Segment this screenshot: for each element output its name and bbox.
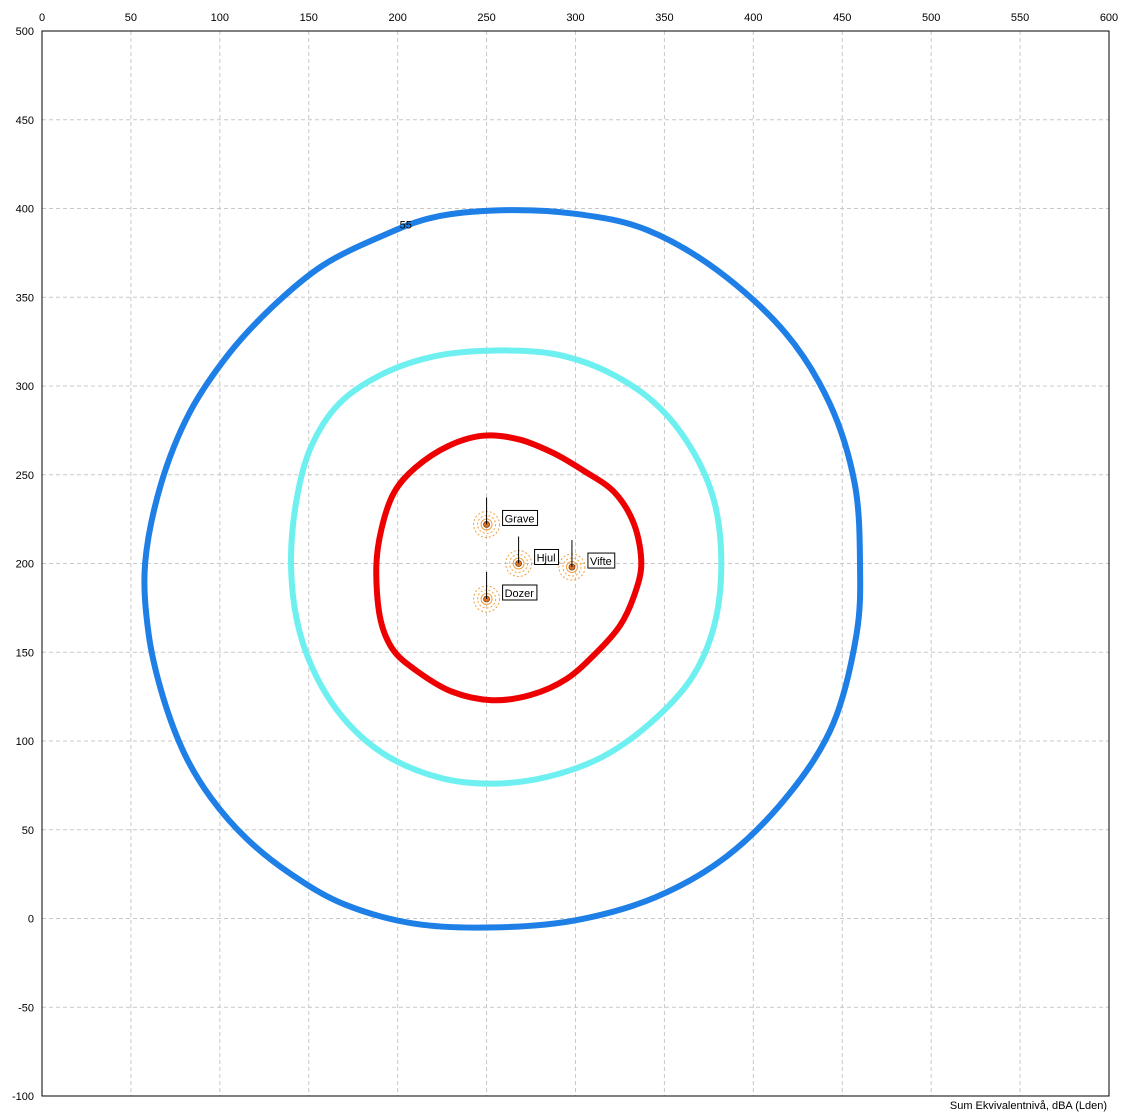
source-layer: Grave Hjul Vifte Dozer — [473, 497, 616, 613]
source-label-box — [502, 584, 538, 601]
noise-contour-line — [287, 347, 725, 787]
x-tick-label: 600 — [1100, 12, 1118, 24]
source-label: Dozer — [505, 588, 535, 600]
y-tick-label: 50 — [22, 825, 34, 837]
source-ring-middle — [509, 554, 529, 573]
x-tick-label: 350 — [655, 12, 673, 24]
source-label-box — [502, 509, 539, 526]
noise-source-marker[interactable]: Grave — [473, 497, 539, 538]
y-tick-label: 300 — [16, 381, 34, 393]
x-tick-label: 150 — [300, 12, 318, 24]
noise-source-marker[interactable]: Hjul — [505, 536, 560, 577]
y-tick-label: 450 — [16, 115, 34, 127]
y-tick-label: 400 — [16, 204, 34, 216]
y-tick-label: 200 — [16, 559, 34, 571]
y-tick-label: -100 — [12, 1091, 34, 1103]
x-tick-label: 50 — [125, 12, 137, 24]
plot-frame — [41, 30, 1110, 1097]
source-ring-middle — [477, 514, 497, 534]
noise-source-marker[interactable]: Vifte — [558, 540, 616, 581]
y-tick-label: 100 — [16, 736, 34, 748]
x-tick-label: 500 — [922, 12, 940, 24]
noise-contour-line — [141, 207, 864, 931]
contour-layer: 55 — [141, 207, 864, 931]
x-tick-label: 200 — [388, 12, 406, 24]
x-tick-label: 250 — [477, 12, 495, 24]
source-label-box — [587, 552, 616, 569]
x-tick-label: 400 — [744, 12, 762, 24]
x-tick-label: 0 — [39, 12, 45, 24]
x-axis-ticks: 0 50 100 150 200 250 300 350 400 450 500 550 600 — [39, 12, 1118, 24]
source-ring-middle — [477, 589, 497, 609]
y-tick-label: 0 — [28, 914, 34, 926]
x-tick-label: 450 — [833, 12, 851, 24]
grid — [42, 31, 1109, 1096]
x-tick-label: 300 — [566, 12, 584, 24]
y-tick-label: 350 — [16, 292, 34, 304]
contour-level-label: 55 — [400, 219, 412, 231]
legend-footer-label: Sum Ekvivalentnivå, dBA (Lden) — [950, 1100, 1107, 1112]
noise-source-marker[interactable]: Dozer — [473, 572, 538, 613]
noise-contour-line — [373, 432, 645, 704]
source-label: Vifte — [590, 556, 612, 568]
source-label: Grave — [505, 513, 535, 525]
y-tick-label: 150 — [16, 647, 34, 659]
x-tick-label: 100 — [211, 12, 229, 24]
source-ring-middle — [562, 557, 582, 577]
source-label: Hjul — [537, 553, 556, 565]
y-tick-label: 500 — [16, 26, 34, 38]
y-tick-label: 250 — [16, 470, 34, 482]
x-tick-label: 550 — [1011, 12, 1029, 24]
y-tick-label: -50 — [18, 1002, 34, 1014]
source-label-box — [534, 549, 560, 565]
